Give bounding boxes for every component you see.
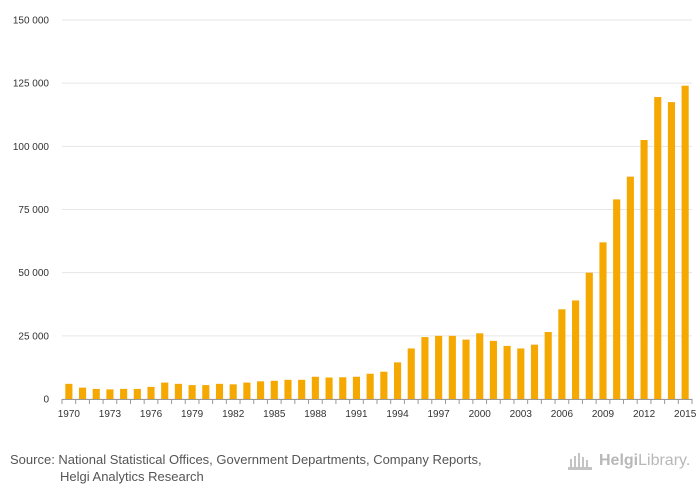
bar-1985[interactable]: [270, 380, 278, 399]
bar-2003[interactable]: [517, 348, 525, 399]
x-tick-label: 2000: [469, 409, 492, 420]
bar-1974[interactable]: [120, 388, 128, 399]
y-tick-label: 75 000: [18, 205, 49, 216]
logo-text: HelgiLibrary.: [599, 452, 690, 470]
bar-1976[interactable]: [147, 386, 155, 399]
bar-2004[interactable]: [530, 344, 539, 399]
bar-2010[interactable]: [613, 199, 621, 399]
x-axis-ticks: [61, 399, 693, 404]
bar-2008[interactable]: [585, 272, 593, 399]
gridlines: [62, 19, 692, 400]
x-tick-label: 1970: [58, 409, 81, 420]
x-tick-label: 1973: [99, 409, 122, 420]
y-tick-label: 25 000: [18, 331, 49, 342]
source-line-2: Helgi Analytics Research: [60, 469, 204, 484]
x-tick-label: 1991: [345, 409, 368, 420]
bar-1980[interactable]: [202, 385, 210, 399]
bar-1991[interactable]: [352, 376, 361, 399]
bars: [65, 85, 689, 400]
x-tick-label: 2015: [674, 409, 697, 420]
bar-2012[interactable]: [640, 140, 648, 399]
bar-2009[interactable]: [599, 242, 607, 399]
x-tick-label: 1976: [140, 409, 163, 420]
bar-1973[interactable]: [106, 389, 114, 399]
bar-1984[interactable]: [257, 381, 265, 399]
bar-1988[interactable]: [311, 376, 319, 399]
bar-1989[interactable]: [325, 377, 333, 399]
helgilibrary-logo[interactable]: HelgiLibrary.: [567, 450, 690, 472]
bar-1992[interactable]: [366, 373, 374, 399]
y-axis-labels: 0 25 000 50 000 75 000 100 000 125 000 150 000: [13, 16, 50, 406]
bar-2013[interactable]: [654, 97, 662, 400]
x-tick-label: 2006: [551, 409, 574, 420]
bar-1971[interactable]: [78, 387, 87, 399]
x-axis-labels: 1970 1973 1976 1979 1982 1985 1988 1991 1994 1997…: [58, 409, 697, 420]
bar-1994[interactable]: [393, 362, 402, 399]
bar-1977[interactable]: [161, 382, 169, 399]
library-building-icon: [568, 453, 592, 470]
y-tick-label: 150 000: [13, 16, 50, 27]
source-note: Source: National Statistical Offices, Go…: [10, 451, 550, 485]
bar-2005[interactable]: [544, 332, 552, 399]
bar-1996[interactable]: [421, 337, 429, 399]
bar-2014[interactable]: [667, 102, 676, 399]
x-tick-label: 1988: [304, 409, 327, 420]
bar-1981[interactable]: [215, 383, 224, 399]
x-tick-label: 1979: [181, 409, 204, 420]
x-tick-label: 2003: [510, 409, 533, 420]
bar-1970[interactable]: [65, 383, 73, 399]
bar-1999[interactable]: [462, 339, 470, 399]
x-tick-label: 1994: [386, 409, 409, 420]
bar-2000[interactable]: [476, 333, 484, 399]
y-tick-label: 0: [43, 395, 49, 406]
bar-2001[interactable]: [489, 340, 497, 399]
bar-1972[interactable]: [92, 388, 100, 399]
bar-1997[interactable]: [435, 335, 443, 399]
bar-1987[interactable]: [298, 379, 306, 399]
x-tick-label: 2009: [592, 409, 615, 420]
x-tick-label: 1997: [428, 409, 451, 420]
bar-1995[interactable]: [407, 348, 415, 399]
bar-1975[interactable]: [133, 388, 141, 399]
bar-2002[interactable]: [503, 345, 511, 399]
bar-2011[interactable]: [626, 176, 634, 399]
bar-1979[interactable]: [188, 385, 196, 399]
bar-1986[interactable]: [284, 379, 292, 399]
bar-chart: 0 25 000 50 000 75 000 100 000 125 000 150 000…: [13, 16, 697, 421]
bar-1990[interactable]: [339, 377, 347, 399]
logo-text-library: Library.: [638, 452, 691, 469]
bar-2007[interactable]: [572, 300, 580, 399]
x-tick-label: 1982: [222, 409, 245, 420]
y-tick-label: 100 000: [13, 142, 50, 153]
y-tick-label: 50 000: [18, 268, 49, 279]
x-tick-label: 2012: [633, 409, 656, 420]
y-tick-label: 125 000: [13, 79, 50, 90]
x-tick-label: 1985: [263, 409, 286, 420]
bar-1978[interactable]: [174, 383, 182, 399]
bar-1983[interactable]: [243, 382, 251, 399]
logo-text-helgi: Helgi: [599, 452, 639, 469]
bar-1998[interactable]: [448, 335, 456, 399]
bar-1982[interactable]: [229, 384, 237, 399]
bar-2006[interactable]: [558, 309, 566, 399]
bar-1993[interactable]: [380, 371, 388, 399]
source-line-1: Source: National Statistical Offices, Go…: [10, 452, 482, 467]
bar-2015[interactable]: [681, 85, 689, 400]
